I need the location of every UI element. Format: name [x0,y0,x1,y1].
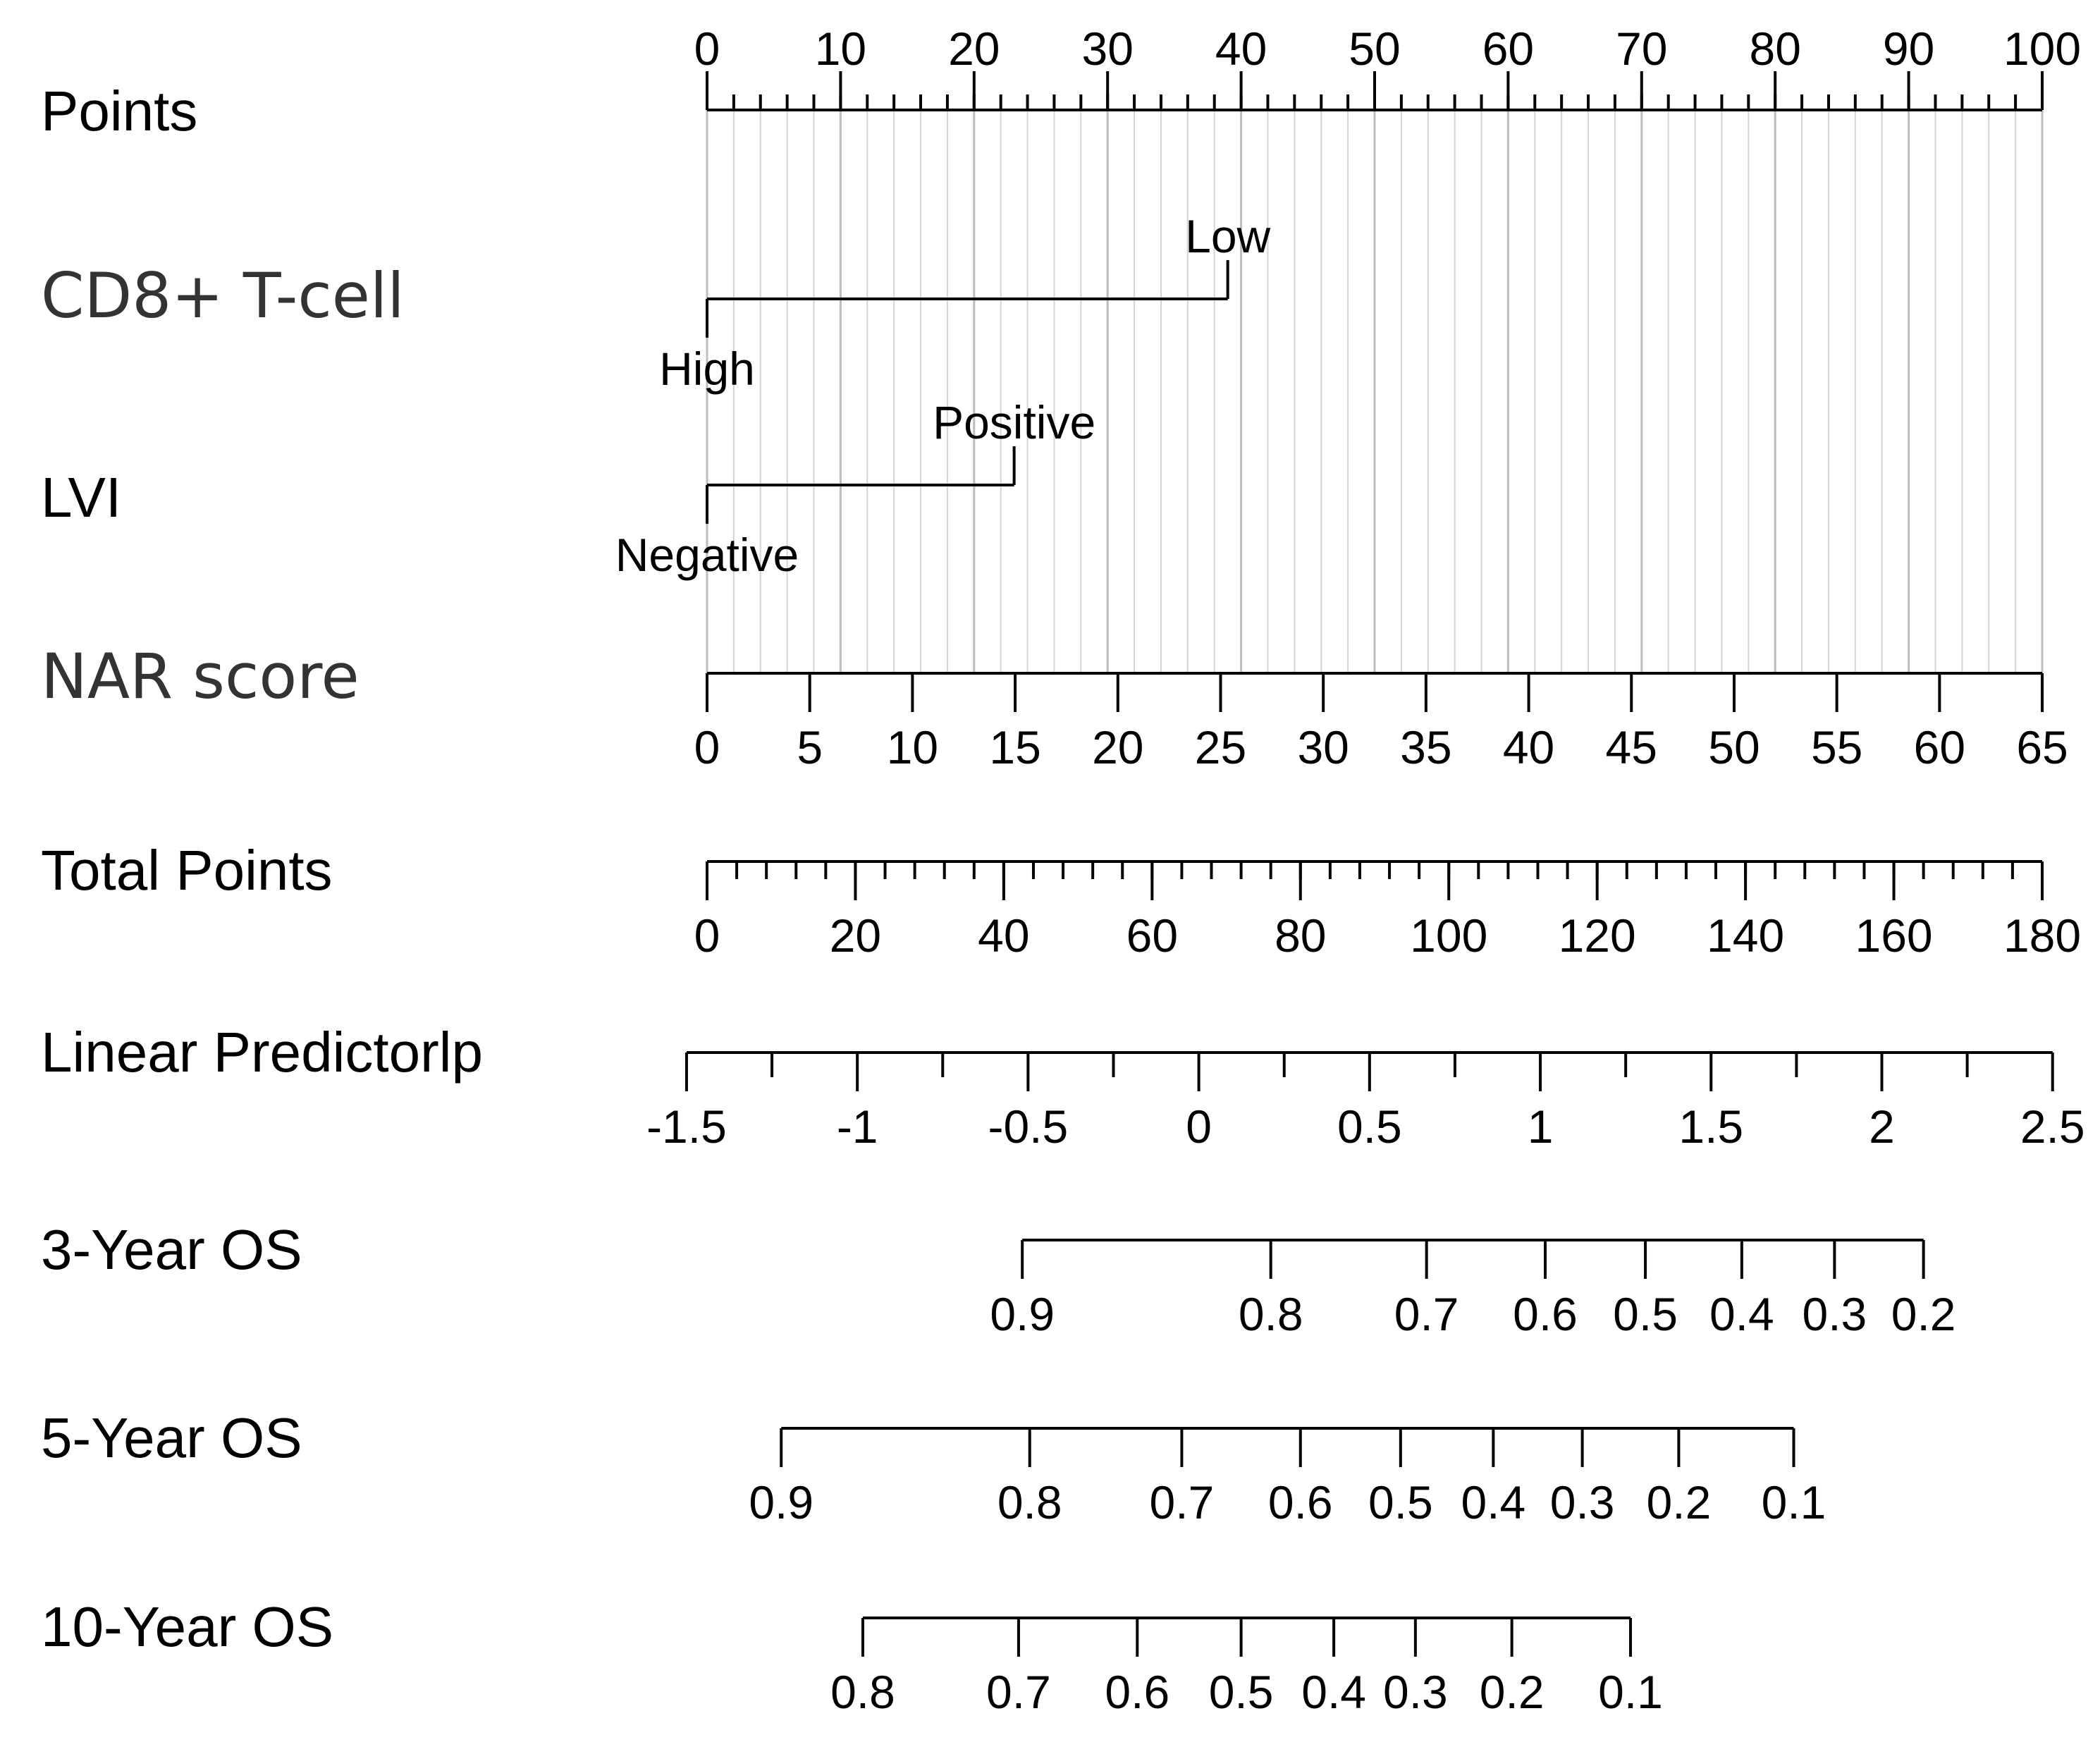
tick-label: 0.8 [997,1476,1062,1528]
tick-label: -1 [837,1100,878,1153]
tick-label: 180 [2003,909,2081,962]
tick-label: 50 [1349,23,1400,75]
row-5-year-os: 0.9 0.8 0.7 0.6 0.5 0.4 0.3 0.2 0.1 [749,1427,1826,1528]
tick-label: 0.6 [1268,1476,1333,1528]
row-total-points: 0 20 40 60 80 100 120 140 160 180 [694,860,2081,962]
tick-label: 20 [830,909,881,962]
row-nar-score: 0 5 10 15 20 25 30 35 40 45 50 55 60 65 [694,672,2068,773]
tick-label: 20 [1092,721,1143,773]
tick-label: 1 [1528,1100,1554,1153]
level-label-positive: Positive [933,396,1095,448]
tick-label: 60 [1482,23,1534,75]
tick-label: 0.3 [1803,1288,1867,1340]
tick-label: 0.8 [1239,1288,1303,1340]
tick-label: 0 [694,909,720,962]
tick-label: 0 [694,23,720,75]
variable-label-nar-score: NAR score [41,640,360,713]
tick-label: 0.5 [1337,1100,1402,1153]
tick-label: 80 [1749,23,1800,75]
tick-label: 0.4 [1709,1288,1774,1340]
rows-layer: 0 10 20 30 40 50 60 70 80 90 100HighLowNegativePos… [615,23,2085,1718]
tick-label: 0.1 [1598,1666,1663,1718]
tick-label: 0.5 [1209,1666,1274,1718]
tick-label: 10 [887,721,938,773]
variable-labels: Points CD8+ T-cell LVI NAR score Total Point… [41,80,483,1658]
variable-label-10-year-os: 10-Year OS [41,1595,333,1658]
tick-label: 0.9 [749,1476,813,1528]
tick-label: 0.7 [1150,1476,1215,1528]
tick-label: 0.3 [1383,1666,1448,1718]
variable-label-cd8-t-cell: CD8+ T-cell [41,259,405,332]
row-10-year-os: 0.8 0.7 0.6 0.5 0.4 0.3 0.2 0.1 [830,1617,1663,1718]
grid-layer [706,110,2044,673]
tick-label: 55 [1811,721,1862,773]
tick-label: 35 [1400,721,1451,773]
tick-label: 0 [694,721,720,773]
tick-label: 5 [797,721,823,773]
variable-label-total-points: Total Points [41,839,333,902]
tick-label: 65 [2016,721,2068,773]
tick-label: 60 [1914,721,1965,773]
tick-label: 0.6 [1513,1288,1578,1340]
tick-label: 0.4 [1301,1666,1366,1718]
variable-label-linear-predictorlp: Linear Predictorlp [41,1021,483,1084]
row-linear-predictorlp: -1.5 -1 -0.5 0 0.5 1 1.5 2 2.5 [646,1051,2085,1153]
tick-label: 0.6 [1105,1666,1169,1718]
variable-label-5-year-os: 5-Year OS [41,1406,302,1469]
tick-label: 45 [1606,721,1657,773]
variable-label-3-year-os: 3-Year OS [41,1218,302,1281]
tick-label: 80 [1275,909,1326,962]
tick-label: 0.3 [1550,1476,1615,1528]
tick-label: 60 [1126,909,1178,962]
tick-label: 25 [1195,721,1246,773]
tick-label: 30 [1297,721,1349,773]
level-label-high: High [659,343,755,395]
tick-label: 0.2 [1480,1666,1545,1718]
tick-label: 50 [1708,721,1760,773]
tick-label: 10 [815,23,866,75]
row-3-year-os: 0.9 0.8 0.7 0.6 0.5 0.4 0.3 0.2 [990,1239,1956,1340]
tick-label: 160 [1855,909,1932,962]
level-label-negative: Negative [615,529,799,581]
tick-label: 140 [1707,909,1784,962]
row-points: 0 10 20 30 40 50 60 70 80 90 100 [694,23,2081,111]
row-lvi: Negative Positive [615,396,1095,581]
tick-label: 40 [978,909,1029,962]
variable-label-points: Points [41,80,197,142]
variable-label-lvi: LVI [41,466,121,529]
tick-label: 0.7 [986,1666,1051,1718]
tick-label: 0.7 [1394,1288,1459,1340]
tick-label: 0.8 [830,1666,895,1718]
tick-label: 100 [2003,23,2081,75]
tick-label: 120 [1559,909,1636,962]
tick-label: 2 [1869,1100,1895,1153]
tick-label: 2.5 [2020,1100,2085,1153]
tick-label: 100 [1410,909,1487,962]
tick-label: 90 [1883,23,1934,75]
tick-label: 40 [1503,721,1554,773]
tick-label: 20 [948,23,1000,75]
tick-label: 30 [1081,23,1133,75]
tick-label: 15 [989,721,1040,773]
tick-label: 70 [1616,23,1667,75]
tick-label: 1.5 [1678,1100,1743,1153]
tick-label: -1.5 [646,1100,727,1153]
level-label-low: Low [1185,210,1270,262]
tick-label: 0.2 [1647,1476,1712,1528]
tick-label: 0.5 [1368,1476,1433,1528]
tick-label: 40 [1215,23,1267,75]
tick-label: 0.5 [1613,1288,1678,1340]
tick-label: 0.2 [1891,1288,1956,1340]
tick-label: 0.9 [990,1288,1055,1340]
tick-label: 0.1 [1762,1476,1826,1528]
tick-label: -0.5 [988,1100,1069,1153]
tick-label: 0.4 [1461,1476,1525,1528]
tick-label: 0 [1186,1100,1212,1153]
row-cd8-t-cell: High Low [659,210,1270,395]
